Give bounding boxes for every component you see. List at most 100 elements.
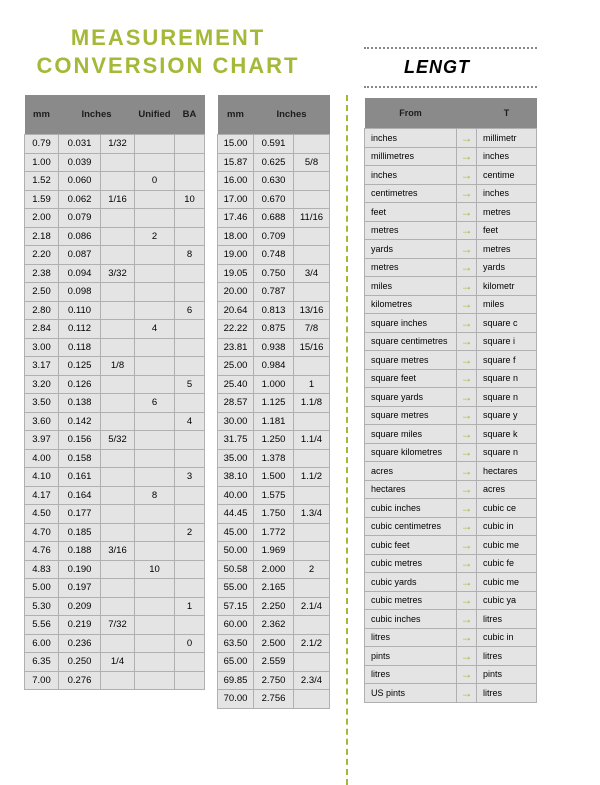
title-line2: CONVERSION CHART (36, 53, 299, 78)
cell: 3/4 (294, 264, 330, 283)
cell: 2.756 (254, 690, 294, 709)
cell-from: cubic metres (365, 591, 457, 610)
arrow-icon: → (457, 147, 477, 166)
cell: 8 (175, 246, 205, 265)
table-row: square metres→square y (365, 406, 537, 425)
table-row: 5.560.2197/32 (25, 616, 205, 635)
cell: 2.250 (254, 597, 294, 616)
cell (175, 671, 205, 690)
table-row: yards→metres (365, 240, 537, 259)
cell (101, 560, 135, 579)
cell-from: US pints (365, 684, 457, 703)
table-row: 2.380.0943/32 (25, 264, 205, 283)
cell-to: square c (477, 314, 537, 333)
cell (101, 597, 135, 616)
table-row: inches→centime (365, 166, 537, 185)
cell: 1.575 (254, 486, 294, 505)
cell: 0.190 (59, 560, 101, 579)
cell-to: cubic me (477, 536, 537, 555)
table-row: 70.002.756 (218, 690, 330, 709)
cell: 6.00 (25, 634, 59, 653)
page-title: MEASUREMENT CONVERSION CHART (0, 0, 336, 95)
cell (135, 357, 175, 376)
table-row: 3.170.1251/8 (25, 357, 205, 376)
cell (101, 153, 135, 172)
table-row: 3.200.1265 (25, 375, 205, 394)
table-row: 20.640.81313/16 (218, 301, 330, 320)
cell: 4 (135, 320, 175, 339)
cell: 0.185 (59, 523, 101, 542)
cell: 1.000 (254, 375, 294, 394)
cell-to: square k (477, 425, 537, 444)
table-row: 4.100.1613 (25, 468, 205, 487)
table-row: 4.500.177 (25, 505, 205, 524)
cell (135, 153, 175, 172)
cell: 1.1/4 (294, 431, 330, 450)
cell (135, 264, 175, 283)
cell: 0.875 (254, 320, 294, 339)
cell: 0.670 (254, 190, 294, 209)
cell (135, 671, 175, 690)
arrow-icon: → (457, 314, 477, 333)
cell-to: square f (477, 351, 537, 370)
cell-from: yards (365, 240, 457, 259)
arrow-icon: → (457, 425, 477, 444)
cell: 10 (175, 190, 205, 209)
cell-to: litres (477, 684, 537, 703)
cell: 1.00 (25, 153, 59, 172)
table-row: 4.830.19010 (25, 560, 205, 579)
cell: 2.50 (25, 283, 59, 302)
cell (294, 190, 330, 209)
cell: 3.17 (25, 357, 59, 376)
t2-header-mm: mm (218, 95, 254, 135)
t1-header-inches: Inches (59, 95, 135, 135)
cell: 4.83 (25, 560, 59, 579)
cell: 7/8 (294, 320, 330, 339)
conversion-table-2: mm Inches 15.000.59115.870.6255/816.000.… (217, 95, 330, 785)
cell (175, 135, 205, 154)
cell-from: square feet (365, 369, 457, 388)
table-row: US pints→litres (365, 684, 537, 703)
cell-to: miles (477, 295, 537, 314)
cell: 0.750 (254, 264, 294, 283)
cell-from: cubic metres (365, 554, 457, 573)
table-row: 2.800.1106 (25, 301, 205, 320)
table-row: 17.460.68811/16 (218, 209, 330, 228)
cell (101, 523, 135, 542)
cell: 0.219 (59, 616, 101, 635)
cell: 1 (175, 597, 205, 616)
length-heading: LENGT (364, 47, 537, 88)
arrow-icon: → (457, 369, 477, 388)
cell (294, 246, 330, 265)
table-row: 4.000.158 (25, 449, 205, 468)
cell: 2 (294, 560, 330, 579)
cell-from: square metres (365, 351, 457, 370)
cell: 25.00 (218, 357, 254, 376)
arrow-icon: → (457, 517, 477, 536)
cell-from: cubic yards (365, 573, 457, 592)
cell: 0.039 (59, 153, 101, 172)
cell (175, 431, 205, 450)
table-row: 57.152.2502.1/4 (218, 597, 330, 616)
cell: 1.3/4 (294, 505, 330, 524)
cell: 2 (175, 523, 205, 542)
cell-from: hectares (365, 480, 457, 499)
t3-header-arrow (457, 98, 477, 129)
cell: 0.164 (59, 486, 101, 505)
table-row: litres→cubic in (365, 628, 537, 647)
cell (294, 283, 330, 302)
cell (135, 579, 175, 598)
table-row: hectares→acres (365, 480, 537, 499)
cell: 0.688 (254, 209, 294, 228)
cell: 15.87 (218, 153, 254, 172)
arrow-icon: → (457, 184, 477, 203)
cell: 50.00 (218, 542, 254, 561)
cell: 0.112 (59, 320, 101, 339)
cell (175, 357, 205, 376)
cell-to: cubic ya (477, 591, 537, 610)
cell (135, 616, 175, 635)
cell: 1.250 (254, 431, 294, 450)
table-row: 3.000.118 (25, 338, 205, 357)
table-row: square kilometres→square n (365, 443, 537, 462)
cell: 0.748 (254, 246, 294, 265)
